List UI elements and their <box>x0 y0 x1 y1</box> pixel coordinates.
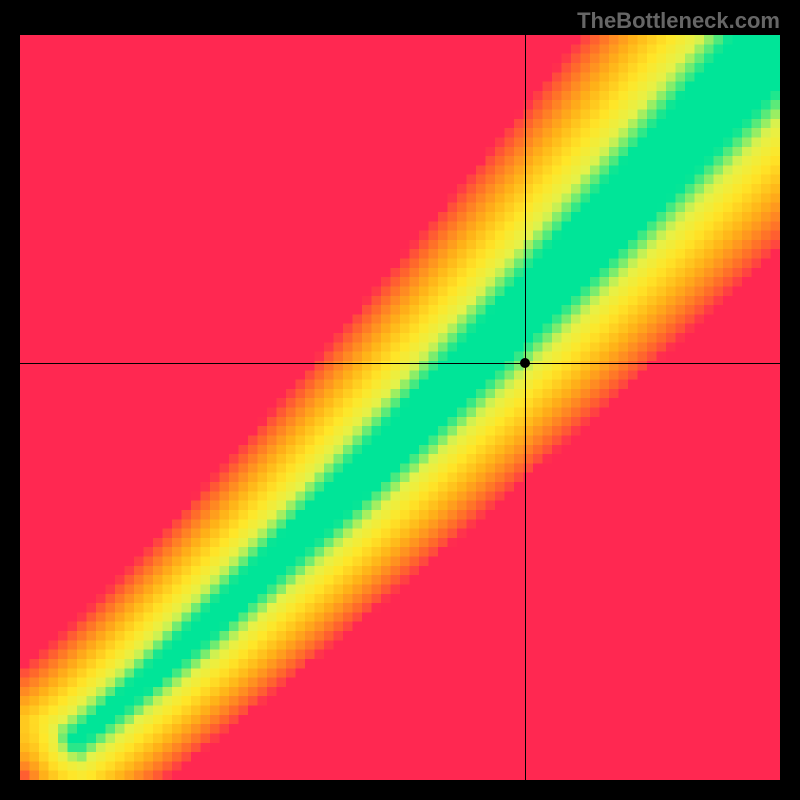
watermark-text: TheBottleneck.com <box>577 8 780 34</box>
crosshair-horizontal <box>20 363 780 364</box>
heatmap-plot <box>20 35 780 780</box>
chart-container: TheBottleneck.com <box>0 0 800 800</box>
crosshair-vertical <box>525 35 526 780</box>
crosshair-marker <box>520 358 530 368</box>
heatmap-canvas <box>20 35 780 780</box>
